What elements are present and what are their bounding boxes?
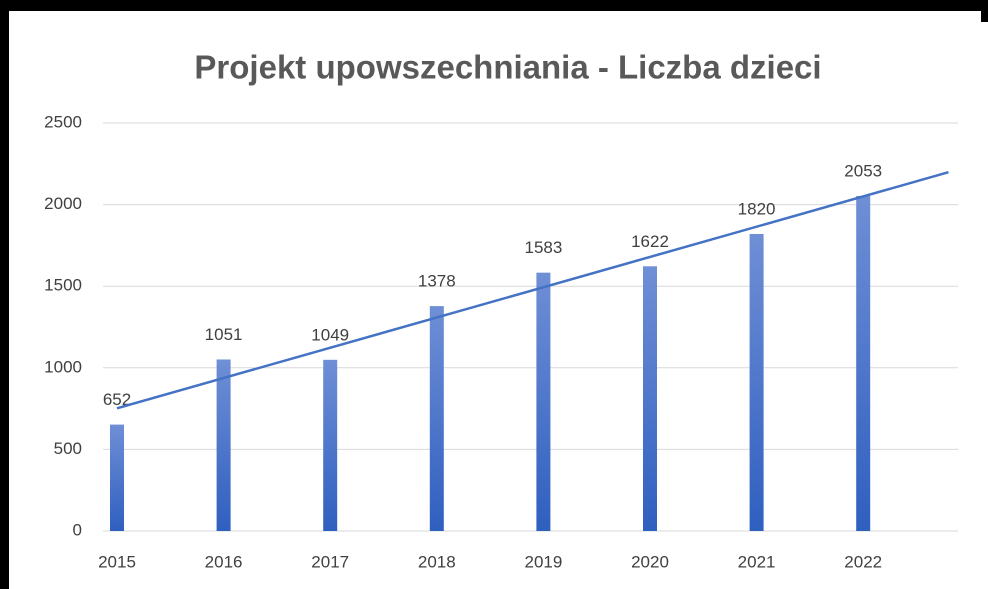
bar — [323, 359, 338, 531]
x-tick-label: 2019 — [524, 552, 562, 571]
y-tick-label: 0 — [73, 520, 82, 539]
x-tick-label: 2020 — [631, 552, 669, 571]
y-tick-label: 2500 — [44, 112, 82, 131]
data-label: 1378 — [418, 272, 456, 291]
bar — [749, 233, 764, 531]
bar — [429, 306, 444, 531]
chart-title: Projekt upowszechniania - Liczba dzieci — [194, 49, 821, 86]
data-label: 1820 — [738, 199, 776, 218]
frame-top — [0, 0, 988, 11]
y-tick-label: 1000 — [44, 357, 82, 376]
bar — [643, 266, 657, 531]
data-label: 1622 — [631, 232, 669, 251]
data-label: 2053 — [844, 161, 882, 180]
bar — [856, 195, 871, 532]
x-tick-label: 2015 — [98, 552, 136, 571]
x-tick-label: 2018 — [418, 552, 456, 571]
y-tick-label: 2000 — [44, 194, 82, 213]
x-tick-label: 2021 — [738, 552, 776, 571]
trendline — [116, 171, 949, 410]
y-tick-label: 500 — [54, 439, 82, 458]
frame-left — [0, 0, 9, 589]
x-tick-label: 2017 — [311, 552, 349, 571]
bar — [216, 359, 231, 531]
bar — [110, 424, 124, 531]
x-tick-label: 2016 — [205, 552, 243, 571]
data-label: 652 — [103, 390, 131, 409]
x-tick-label: 2022 — [844, 552, 882, 571]
y-tick-label: 1500 — [44, 276, 82, 295]
bar — [536, 272, 551, 531]
data-label: 1049 — [311, 325, 349, 344]
frame-right — [981, 0, 988, 22]
data-label: 1583 — [524, 238, 562, 257]
data-label: 1051 — [205, 325, 243, 344]
